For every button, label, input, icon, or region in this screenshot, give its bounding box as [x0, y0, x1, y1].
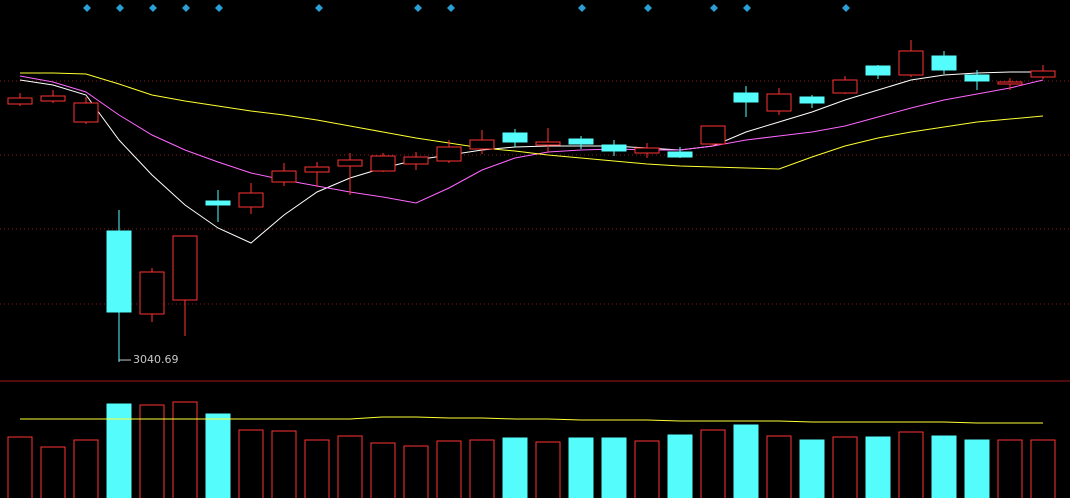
- event-marker: [842, 4, 850, 12]
- candle-body: [370, 155, 396, 172]
- event-marker: [710, 4, 718, 12]
- volume-bar: [304, 439, 330, 498]
- volume-bar: [832, 436, 858, 498]
- candle-body: [898, 50, 924, 76]
- candle-body: [205, 200, 231, 206]
- volume-bar: [964, 439, 990, 498]
- volume-bar: [898, 431, 924, 498]
- event-markers: [83, 4, 850, 12]
- volume-bar: [271, 430, 297, 498]
- event-marker: [182, 4, 190, 12]
- candle-body: [1030, 70, 1056, 78]
- annotation: 3040.69: [133, 353, 179, 366]
- volume-bar: [799, 439, 825, 498]
- volume-bar: [601, 437, 627, 498]
- candle-body: [535, 141, 561, 146]
- moving-average-line: [19, 71, 1043, 244]
- candle-body: [40, 95, 66, 102]
- candle-body: [601, 144, 627, 152]
- candle-body: [7, 97, 33, 105]
- candle-body: [304, 166, 330, 173]
- candle-body: [106, 230, 132, 313]
- candle-body: [733, 92, 759, 103]
- event-marker: [315, 4, 323, 12]
- volume-bar: [139, 404, 165, 498]
- moving-average-line: [19, 75, 1044, 204]
- candle-body: [832, 79, 858, 94]
- event-marker: [83, 4, 91, 12]
- candle-body: [403, 156, 429, 165]
- volume-bar: [238, 429, 264, 498]
- volume-bar: [535, 441, 561, 498]
- candle-body: [634, 147, 660, 154]
- candle-body: [502, 132, 528, 143]
- volume-bar: [469, 439, 495, 498]
- volume-bar: [73, 439, 99, 498]
- event-marker: [743, 4, 751, 12]
- volume-bar: [106, 403, 132, 498]
- event-marker: [116, 4, 124, 12]
- candle-body: [337, 159, 363, 167]
- volume-bar: [766, 435, 792, 498]
- volume-bar: [205, 413, 231, 498]
- candle-body: [865, 65, 891, 76]
- volume-bar: [337, 435, 363, 498]
- candle-body: [271, 170, 297, 183]
- event-marker: [414, 4, 422, 12]
- candle-body: [931, 55, 957, 71]
- volume-bar: [403, 445, 429, 498]
- candle-body: [73, 102, 99, 123]
- volume-bar: [700, 429, 726, 498]
- candle-body: [997, 81, 1023, 85]
- event-marker: [149, 4, 157, 12]
- candle-body: [700, 125, 726, 145]
- volume-bar: [502, 437, 528, 498]
- candle-body: [238, 192, 264, 208]
- volume-bar: [931, 435, 957, 498]
- volume-bar: [370, 442, 396, 498]
- event-marker: [447, 4, 455, 12]
- volume-bar: [568, 437, 594, 498]
- candle-body: [568, 138, 594, 145]
- candle-body: [667, 151, 693, 158]
- volume-moving-average: [20, 416, 1043, 424]
- event-marker: [215, 4, 223, 12]
- event-marker: [578, 4, 586, 12]
- volume-bar: [667, 434, 693, 498]
- volume-bar: [7, 436, 33, 498]
- volume-bar: [733, 424, 759, 498]
- volume-bar: [634, 440, 660, 498]
- volume-bar: [436, 440, 462, 498]
- volume-bar: [1030, 439, 1056, 498]
- candle-body: [964, 74, 990, 82]
- candle-body: [799, 96, 825, 104]
- volume-bar: [172, 401, 198, 498]
- candle-body: [139, 271, 165, 315]
- candle-body: [172, 235, 198, 301]
- volume-bar: [865, 436, 891, 498]
- candle-body: [436, 146, 462, 162]
- moving-average-line: [20, 72, 1044, 170]
- candle-body: [469, 139, 495, 150]
- volume-bar: [997, 439, 1023, 498]
- candle-body: [766, 93, 792, 112]
- event-marker: [644, 4, 652, 12]
- volume-bar: [40, 446, 66, 498]
